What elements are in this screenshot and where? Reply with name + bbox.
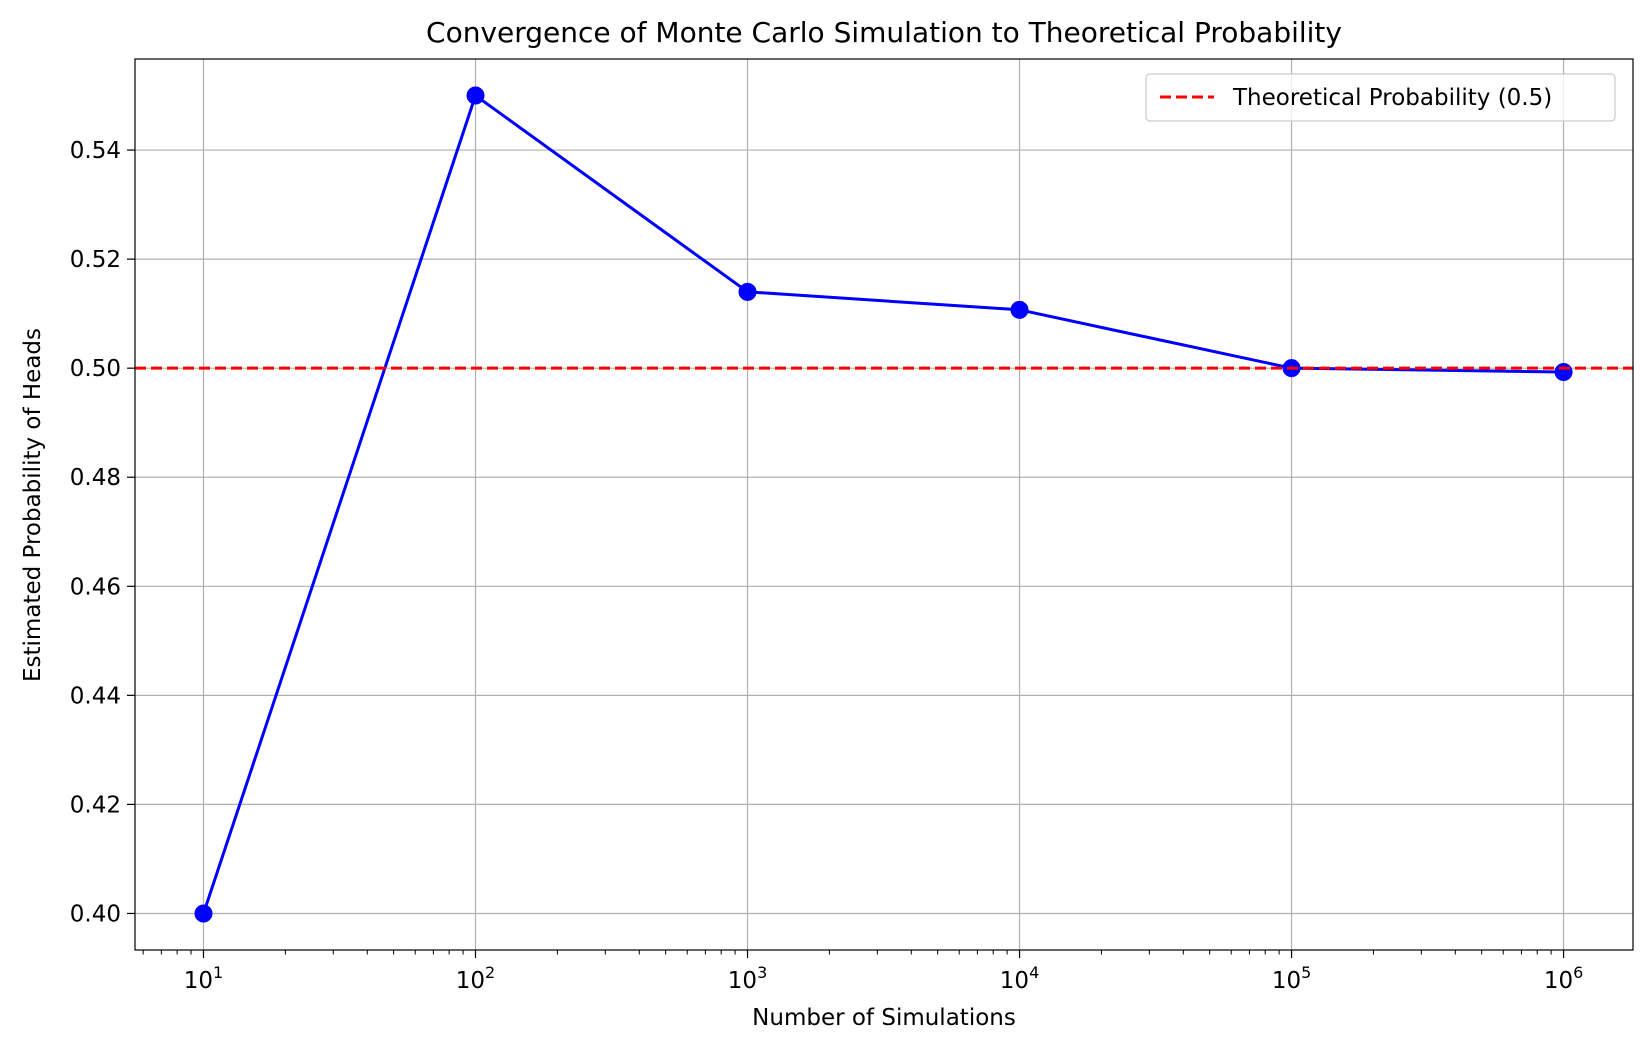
x-tick-label-0: 101 bbox=[184, 963, 223, 994]
y-tick-label-2: 0.44 bbox=[70, 683, 121, 709]
x-tick-label-2: 103 bbox=[728, 963, 767, 994]
y-tick-label-0: 0.40 bbox=[70, 901, 121, 927]
data-point-0 bbox=[194, 904, 213, 923]
data-point-3 bbox=[1010, 300, 1029, 319]
y-tick-label-1: 0.42 bbox=[70, 792, 121, 818]
legend: Theoretical Probability (0.5) bbox=[1145, 73, 1616, 122]
y-tick-label-5: 0.50 bbox=[70, 356, 121, 382]
chart-title: Convergence of Monte Carlo Simulation to… bbox=[426, 16, 1342, 49]
y-axis-label: Estimated Probability of Heads bbox=[20, 328, 46, 682]
data-point-2 bbox=[738, 282, 757, 301]
plot-frame bbox=[134, 58, 1634, 951]
data-point-5 bbox=[1554, 362, 1573, 381]
data-point-1 bbox=[466, 86, 485, 105]
x-tick-label-4: 105 bbox=[1272, 963, 1311, 994]
x-tick-label-5: 106 bbox=[1544, 963, 1583, 994]
x-axis-label: Number of Simulations bbox=[752, 1005, 1016, 1031]
series-line-0 bbox=[202, 94, 1564, 914]
y-tick-label-6: 0.52 bbox=[70, 247, 121, 273]
y-tick-label-4: 0.48 bbox=[70, 465, 121, 491]
legend-box bbox=[1145, 73, 1616, 122]
legend-label-theoretical: Theoretical Probability (0.5) bbox=[1232, 85, 1552, 111]
grid-layer bbox=[135, 59, 1633, 950]
y-tick-label-7: 0.54 bbox=[70, 138, 121, 164]
x-tick-label-3: 104 bbox=[1000, 963, 1039, 994]
axis-layer: 101 102 103 104 105 106 0.40 0.42 0.44 0.46 0.48 0.… bbox=[70, 138, 1584, 994]
x-tick-label-1: 102 bbox=[456, 963, 495, 994]
series-layer bbox=[194, 86, 1573, 923]
y-tick-label-3: 0.46 bbox=[70, 574, 121, 600]
